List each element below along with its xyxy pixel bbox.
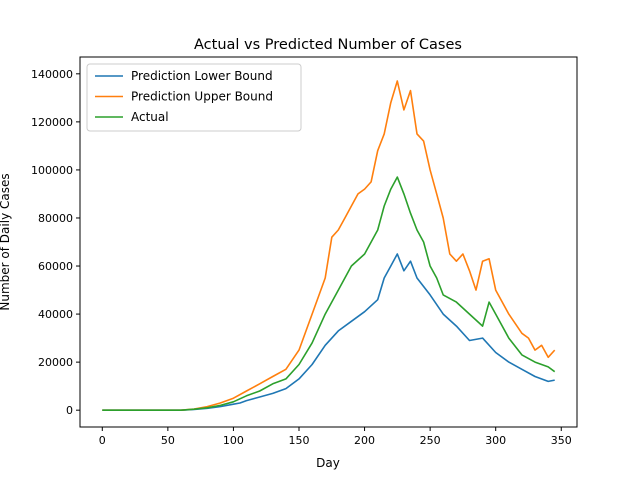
y-tick-label: 140000 (31, 68, 73, 81)
legend-label: Prediction Lower Bound (131, 69, 273, 83)
x-tick-label: 0 (99, 434, 106, 447)
legend: Prediction Lower Bound Prediction Upper B… (86, 63, 302, 132)
y-tick-label: 0 (66, 404, 73, 417)
x-axis-label: Day (316, 456, 340, 470)
y-tick-label: 80000 (38, 212, 73, 225)
series-line-2 (102, 176, 556, 412)
x-tick-label: 350 (551, 434, 572, 447)
y-axis-label: Number of Daily Cases (0, 173, 12, 310)
legend-label: Prediction Upper Bound (131, 90, 273, 104)
axes-frame (79, 56, 578, 428)
x-tick-label: 200 (354, 434, 375, 447)
y-tick-label: 120000 (31, 116, 73, 129)
series-line-1 (102, 80, 556, 412)
y-tick-label: 100000 (31, 164, 73, 177)
chart-title: Actual vs Predicted Number of Cases (194, 37, 462, 53)
x-tick-label: 100 (223, 434, 244, 447)
legend-box (86, 63, 302, 132)
series-line-0 (102, 253, 555, 412)
y-tick-label: 40000 (38, 308, 73, 321)
x-tick-label: 250 (420, 434, 441, 447)
y-tick-label: 20000 (38, 356, 73, 369)
x-tick-label: 150 (288, 434, 309, 447)
legend-label: Actual (131, 110, 169, 124)
x-tick-label: 300 (485, 434, 506, 447)
x-tick-label: 50 (161, 434, 175, 447)
y-tick-label: 60000 (38, 260, 73, 273)
